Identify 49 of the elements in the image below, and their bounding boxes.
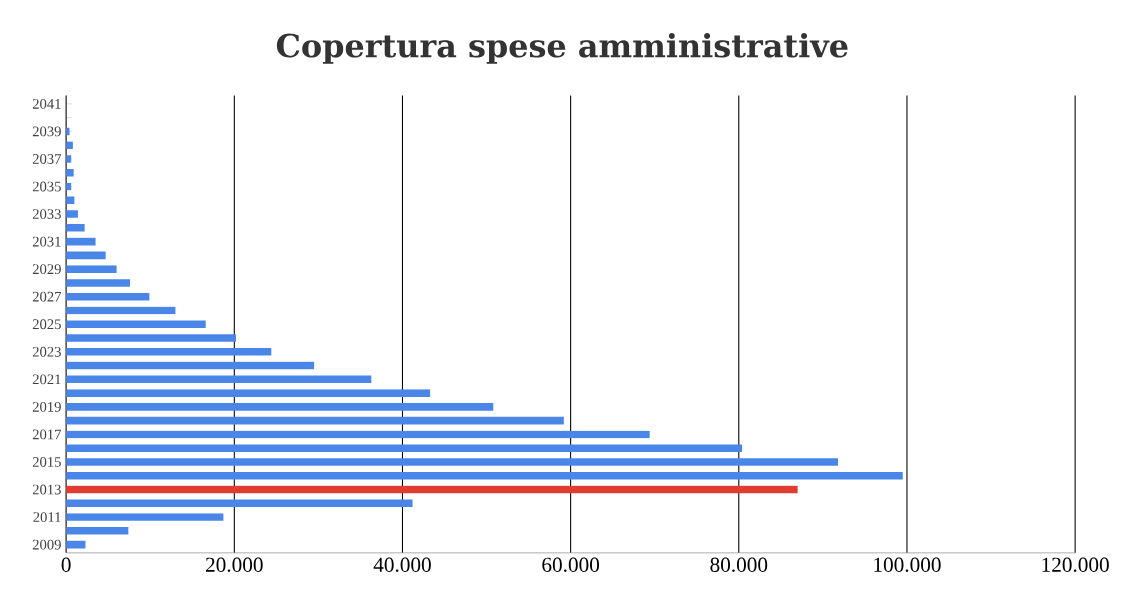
y-tick-label: 2015 (32, 456, 61, 467)
y-tick-label: 2011 (33, 512, 61, 522)
y-tick-label: 2029 (32, 264, 61, 275)
bar (66, 251, 106, 260)
y-tick-label: 2025 (32, 319, 61, 330)
bar (66, 458, 839, 466)
bar (66, 320, 206, 328)
y-tick-label: 2019 (32, 401, 61, 412)
bar (66, 361, 315, 370)
x-tick-label: 100.000 (874, 557, 941, 572)
bar (66, 471, 903, 480)
bar (66, 223, 85, 232)
bar (66, 389, 431, 397)
bar (66, 485, 798, 494)
bar (66, 347, 272, 356)
x-tick-label: 80.000 (710, 557, 768, 572)
bar (66, 375, 372, 384)
y-tick-label: 2037 (32, 153, 62, 164)
bar (66, 279, 131, 287)
y-tick-label: 2033 (32, 209, 61, 219)
bar (66, 526, 129, 535)
bar (66, 499, 413, 508)
bar (66, 444, 743, 452)
y-tick-label: 2021 (32, 374, 61, 385)
y-tick-label: 2013 (32, 484, 61, 495)
bar (66, 292, 150, 301)
y-tick-label: 2031 (32, 236, 61, 247)
chart-title: Copertura spese amministrative (276, 32, 848, 64)
x-tick-label: 40.000 (373, 557, 431, 572)
bar (66, 210, 78, 218)
bar (66, 403, 494, 411)
x-tick-label: 60.000 (542, 557, 600, 572)
y-tick-label: 2017 (32, 429, 62, 440)
bar (66, 306, 176, 315)
y-tick-label: 2027 (32, 291, 62, 302)
x-tick-label: 0 (61, 557, 71, 572)
y-tick-label: 2041 (32, 98, 61, 109)
y-tick-label: 2009 (32, 539, 61, 550)
bar (66, 265, 117, 273)
y-tick-label: 2039 (32, 126, 61, 137)
bar (66, 513, 224, 521)
x-tick-label: 120.000 (1042, 557, 1109, 572)
bar (66, 430, 650, 439)
y-tick-label: 2035 (32, 181, 61, 192)
bar (66, 416, 564, 425)
bar (66, 334, 236, 342)
bar (66, 168, 74, 177)
y-tick-label: 2023 (32, 346, 61, 357)
x-tick-label: 20.000 (206, 557, 263, 572)
